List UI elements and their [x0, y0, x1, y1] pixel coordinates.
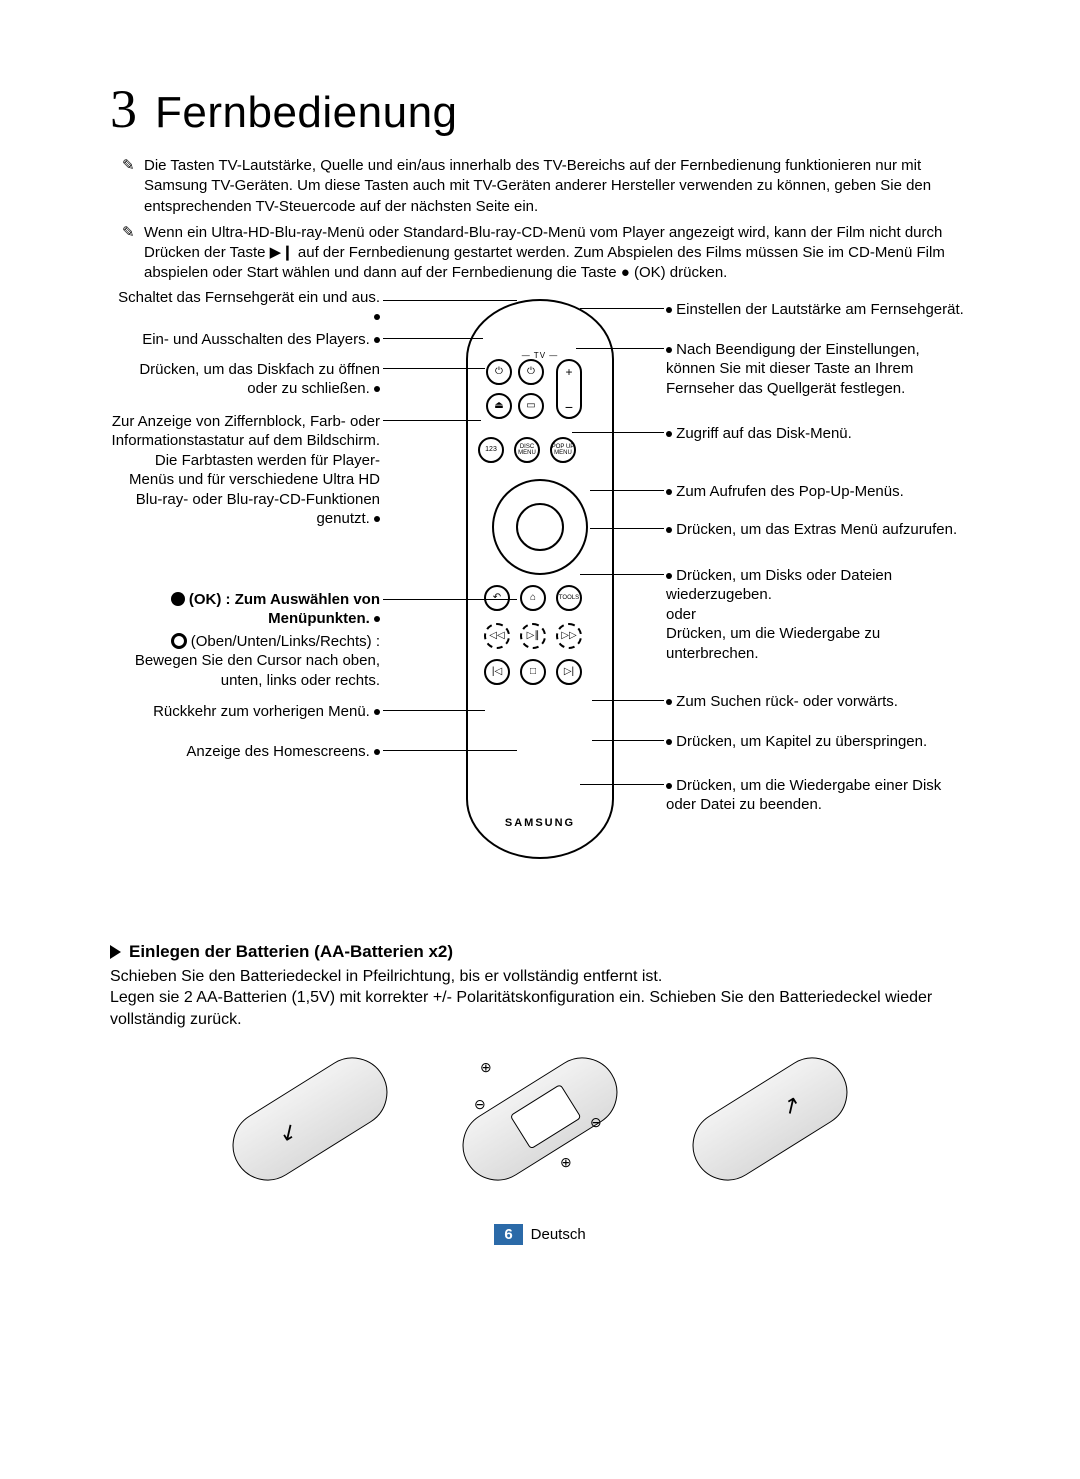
power-button: ⏻	[486, 359, 512, 385]
forward-button: ▷▷	[556, 623, 582, 649]
callout-right: Drücken, um Disks oder Dateien wiederzug…	[666, 566, 966, 664]
eject-button: ⏏	[486, 393, 512, 419]
tv-power-button: ⏻	[518, 359, 544, 385]
stop-button: □	[520, 659, 546, 685]
callout-right: Zum Aufrufen des Pop-Up-Menüs.	[666, 482, 966, 502]
next-button: ▷|	[556, 659, 582, 685]
page-footer: 6 Deutsch	[110, 1224, 970, 1245]
callout-left: Zur Anzeige von Ziffernblock, Farb- oder…	[110, 412, 380, 529]
battery-body: Schieben Sie den Batteriedeckel in Pfeil…	[110, 966, 970, 1031]
back-button: ↶	[484, 585, 510, 611]
nav-wheel	[492, 479, 588, 575]
callout-left: Schaltet das Fernsehgerät ein und aus.	[110, 288, 380, 327]
battery-figures: ↙ ⊕ ⊖ ⊖ ⊕ ↗	[110, 1044, 970, 1194]
remote-outline: — TV — ⏻ ⏻ +− ⏏ ▭ 123 DISC MENU POP UP M…	[466, 299, 614, 859]
chapter-number: 3	[110, 78, 137, 140]
callout-left: (OK) : Zum Auswählen von Menüpunkten.	[110, 590, 380, 629]
battery-step-2: ⊕ ⊖ ⊖ ⊕	[440, 1044, 640, 1194]
home-button: ⌂	[520, 585, 546, 611]
note-text: Die Tasten TV-Lautstärke, Quelle und ein…	[144, 156, 970, 217]
tools-button: TOOLS	[556, 585, 582, 611]
note-text: Wenn ein Ultra-HD-Blu-ray-Menü oder Stan…	[144, 223, 970, 284]
battery-heading: Einlegen der Batterien (AA-Batterien x2)	[129, 942, 453, 962]
remote-diagram: — TV — ⏻ ⏻ +− ⏏ ▭ 123 DISC MENU POP UP M…	[110, 294, 970, 914]
callout-left: Anzeige des Homescreens.	[110, 742, 380, 762]
note-icon: ✎	[122, 223, 138, 284]
callout-right: Drücken, um die Wiedergabe einer Disk od…	[666, 776, 966, 815]
note-icon: ✎	[122, 156, 138, 217]
chapter-title: Fernbedienung	[155, 88, 458, 138]
callout-right: Drücken, um Kapitel zu überspringen.	[666, 732, 966, 752]
battery-step-1: ↙	[210, 1044, 410, 1194]
callout-right: Einstellen der Lautstärke am Fernsehgerä…	[666, 300, 966, 320]
callout-right: Drücken, um das Extras Menü aufzurufen.	[666, 520, 966, 540]
popup-menu-button: POP UP MENU	[550, 437, 576, 463]
rewind-button: ◁◁	[484, 623, 510, 649]
callout-right: Zum Suchen rück- oder vorwärts.	[666, 692, 966, 712]
volume-rocker: +−	[556, 359, 582, 419]
callout-right: Nach Beendigung der Einstellungen, könne…	[666, 340, 966, 399]
battery-step-3: ↗	[670, 1044, 870, 1194]
callout-right: Zugriff auf das Disk-Menü.	[666, 424, 966, 444]
callout-left: Ein- und Ausschalten des Players.	[110, 330, 380, 350]
page-language: Deutsch	[531, 1226, 586, 1243]
page-number: 6	[494, 1224, 522, 1245]
brand-label: SAMSUNG	[505, 817, 575, 829]
disc-menu-button: DISC MENU	[514, 437, 540, 463]
source-button: ▭	[518, 393, 544, 419]
callout-left: Drücken, um das Diskfach zu öffnen oder …	[110, 360, 380, 399]
prev-button: |◁	[484, 659, 510, 685]
play-pause-button: ▷∥	[520, 623, 546, 649]
triangle-icon	[110, 945, 121, 959]
number-pad-button: 123	[478, 437, 504, 463]
callout-left: (Oben/Unten/Links/Rechts) : Bewegen Sie …	[110, 632, 380, 691]
callout-left: Rückkehr zum vorherigen Menü.	[110, 702, 380, 722]
